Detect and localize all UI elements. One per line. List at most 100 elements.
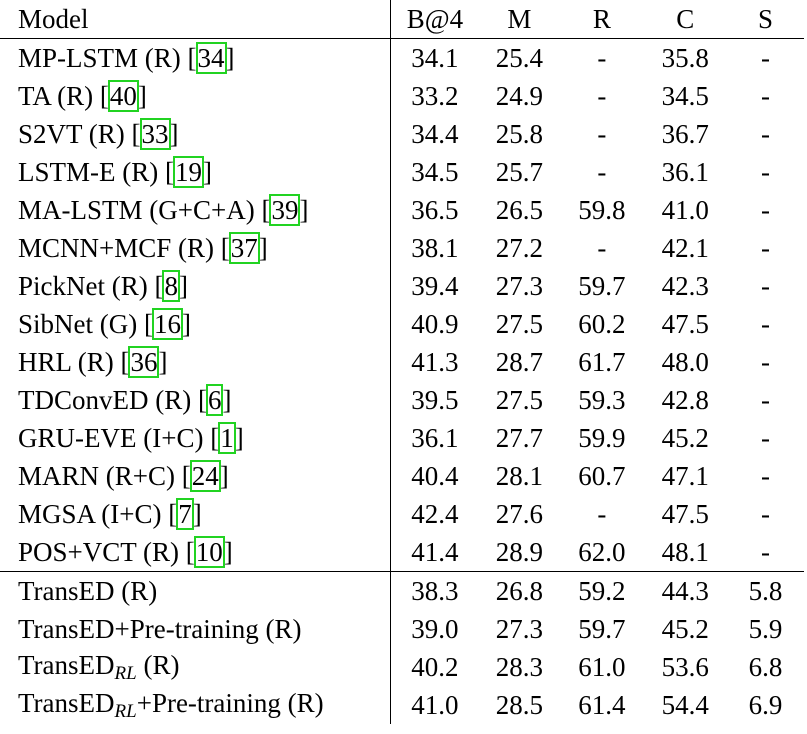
spice-cell: - [761, 270, 770, 301]
model-name: MARN (R+C) [ [18, 460, 191, 491]
citation-link[interactable]: 37 [228, 231, 260, 264]
table-row: TransEDRL (R) 40.2 28.3 61.0 53.6 6.8 [0, 648, 804, 686]
citation-bracket: ] [258, 232, 268, 263]
cider-cell: 42.8 [661, 384, 709, 415]
citation-bracket: ] [299, 194, 309, 225]
cider-cell: 41.0 [661, 194, 709, 225]
model-name-cell: MARN (R+C) [24] [0, 457, 392, 495]
citation-link[interactable]: 16 [151, 307, 183, 340]
citation-bracket: ] [225, 42, 235, 73]
model-name-cell: SibNet (G) [16] [0, 305, 392, 343]
rouge-cell: 60.7 [578, 460, 626, 491]
bleu4-cell: 40.2 [411, 651, 459, 682]
bleu4-cell: 40.9 [411, 308, 459, 339]
meteor-cell: 25.8 [495, 118, 543, 149]
baseline-rows: MP-LSTM (R) [34] 34.1 25.4-35.8- TA (R) [40… [0, 38, 804, 572]
table-row: MP-LSTM (R) [34] 34.1 25.4 - 35.8 - [0, 38, 804, 77]
citation-link[interactable]: 7 [176, 497, 194, 530]
citation-link[interactable]: 24 [189, 459, 221, 492]
meteor-cell: 28.3 [495, 651, 543, 682]
table-row: MCNN+MCF (R) [37] 38.1 27.2 - 42.1 - [0, 229, 804, 267]
spice-cell: - [761, 194, 770, 225]
meteor-cell: 27.6 [495, 498, 543, 529]
meteor-cell: 28.9 [478, 533, 561, 572]
bleu4-cell: 39.5 [411, 384, 459, 415]
model-name-cell: GRU-EVE (I+C) [1] [0, 419, 392, 457]
cider-cell: 47.1 [661, 460, 709, 491]
model-name-cell: MCNN+MCF (R) [37] [0, 229, 392, 267]
header-model: Model [0, 0, 392, 39]
cider-cell: 48.0 [661, 346, 709, 377]
citation-bracket: ] [219, 460, 229, 491]
proposed-rows: TransED (R) 38.3 26.8 59.2 44.3 5.8 TransED+Pr… [0, 571, 804, 724]
citation-link[interactable]: 8 [162, 269, 180, 302]
cider-cell: 44.3 [643, 571, 728, 610]
model-subscript: RL [114, 700, 137, 722]
rouge-cell: 59.7 [578, 613, 626, 644]
model-name: TA (R) [ [18, 80, 109, 111]
citation-bracket: ] [169, 118, 179, 149]
model-name-cell: TransED+Pre-training (R) [0, 610, 392, 648]
spice-cell: - [761, 498, 770, 529]
model-name: SibNet (G) [ [18, 308, 153, 339]
model-name-cell: MGSA (I+C) [7] [0, 495, 392, 533]
citation-bracket: ] [158, 346, 168, 377]
bleu4-cell: 40.4 [411, 460, 459, 491]
table-row: S2VT (R) [33] 34.4 25.8 - 36.7 - [0, 115, 804, 153]
model-name-tail: (R) [136, 649, 180, 680]
citation-link[interactable]: 33 [139, 117, 171, 150]
cider-cell: 42.3 [661, 270, 709, 301]
meteor-cell: 26.8 [478, 571, 561, 610]
model-name: HRL (R) [ [18, 346, 130, 377]
table-row: TransED+Pre-training (R) 39.0 27.3 59.7 45.2… [0, 610, 804, 648]
model-name: MGSA (I+C) [ [18, 498, 178, 529]
model-name-cell: TransED (R) [0, 571, 392, 610]
cider-cell: 36.7 [661, 118, 709, 149]
meteor-cell: 28.5 [495, 689, 543, 720]
citation-link[interactable]: 6 [206, 383, 224, 416]
bleu4-cell: 41.0 [411, 689, 459, 720]
rouge-cell: 61.4 [578, 689, 626, 720]
model-name-cell: TransEDRL+Pre-training (R) [0, 686, 392, 724]
citation-link[interactable]: 39 [269, 193, 301, 226]
spice-cell: - [761, 422, 770, 453]
header-bleu4: B@4 [390, 0, 479, 39]
rouge-cell: 59.7 [578, 270, 626, 301]
citation-bracket: ] [178, 270, 188, 301]
bleu4-cell: 36.1 [411, 422, 459, 453]
meteor-cell: 25.7 [495, 156, 543, 187]
spice-cell: - [761, 118, 770, 149]
meteor-cell: 27.2 [495, 232, 543, 263]
meteor-cell: 25.4 [495, 42, 543, 73]
cider-cell: 48.1 [643, 533, 728, 572]
citation-link[interactable]: 1 [218, 421, 236, 454]
citation-link[interactable]: 10 [193, 535, 225, 568]
spice-cell: 6.9 [748, 689, 783, 720]
citation-link[interactable]: 19 [172, 155, 204, 188]
spice-cell: - [761, 346, 770, 377]
table-row: SibNet (G) [16] 40.9 27.5 60.2 47.5 - [0, 305, 804, 343]
bleu4-cell: 34.4 [411, 118, 459, 149]
citation-link[interactable]: 40 [107, 79, 139, 112]
model-name: MA-LSTM (G+C+A) [ [18, 194, 271, 225]
bleu4-cell: 34.5 [411, 156, 459, 187]
table-row: TransED (R) 38.3 26.8 59.2 44.3 5.8 [0, 571, 804, 610]
bleu4-cell: 36.5 [411, 194, 459, 225]
citation-link[interactable]: 34 [195, 41, 227, 74]
model-name: TransED [18, 687, 115, 718]
cider-cell: 45.2 [661, 422, 709, 453]
bleu4-cell: 39.4 [411, 270, 459, 301]
table-row: MARN (R+C) [24] 40.4 28.1 60.7 47.1 - [0, 457, 804, 495]
bleu4-cell: 33.2 [411, 80, 459, 111]
model-name-cell: MA-LSTM (G+C+A) [39] [0, 191, 392, 229]
bleu4-cell: 38.1 [411, 232, 459, 263]
table-row: POS+VCT (R) [10] 41.4 28.9 62.0 48.1- [0, 533, 804, 572]
citation-link[interactable]: 36 [128, 345, 160, 378]
spice-cell: 5.9 [748, 613, 783, 644]
spice-cell: - [761, 308, 770, 339]
rouge-cell: - [597, 118, 607, 149]
spice-cell: - [761, 80, 770, 111]
model-name: S2VT (R) [ [18, 118, 141, 149]
